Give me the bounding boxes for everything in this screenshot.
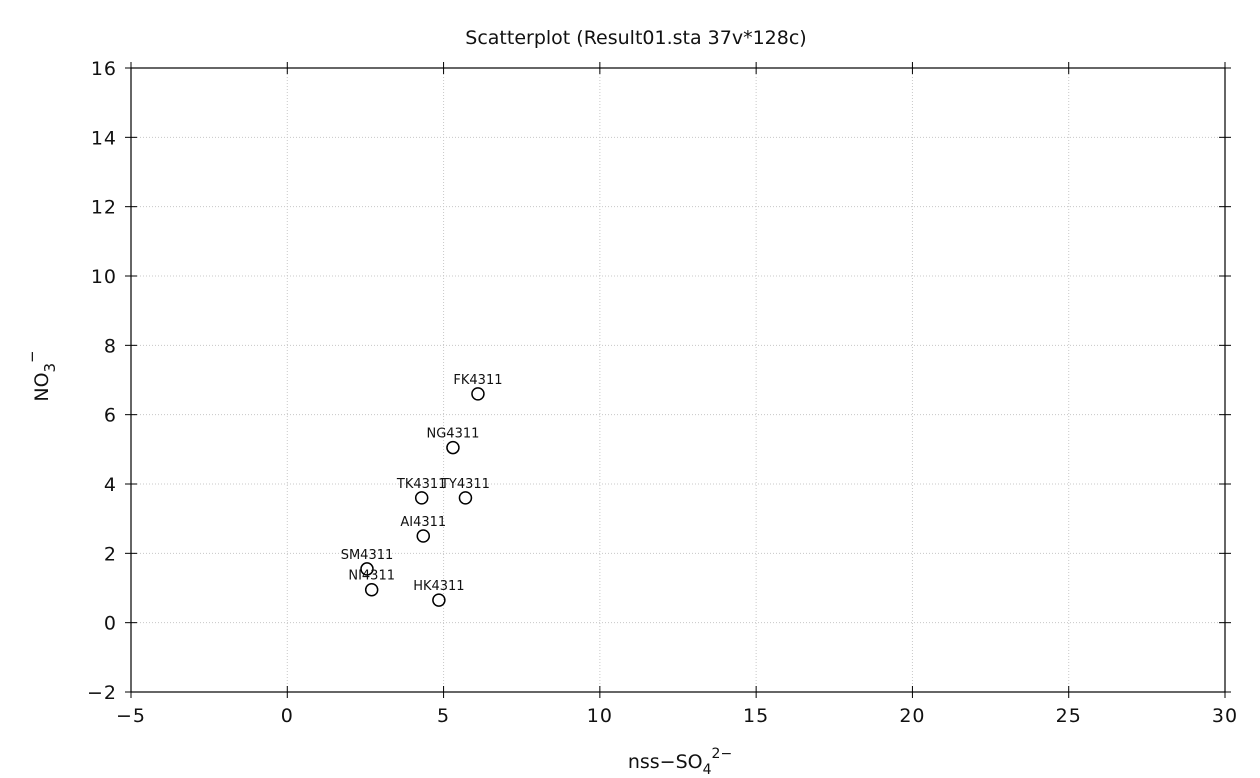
y-tick-label: 2 <box>104 543 117 565</box>
chart-title: Scatterplot (Result01.sta 37v*128c) <box>465 27 806 49</box>
y-tick-label: 14 <box>91 127 117 149</box>
x-tick-label: 20 <box>899 705 925 727</box>
x-tick-label: 30 <box>1212 705 1238 727</box>
x-tick-label: 25 <box>1056 705 1082 727</box>
point <box>432 593 446 607</box>
y-label-sub: 3 <box>41 363 59 373</box>
y-tick-label: 0 <box>104 613 117 635</box>
point <box>458 491 473 505</box>
x-label-base: nss−SO <box>628 751 703 773</box>
point-label: NI4311 <box>348 569 395 584</box>
y-tick-label: 8 <box>104 335 117 357</box>
plot-frame <box>130 67 1226 693</box>
x-tick-label: 5 <box>437 705 450 727</box>
point-label: SM4311 <box>341 548 394 563</box>
point-label: FK4311 <box>453 373 502 388</box>
point-label: AI4311 <box>400 515 446 530</box>
x-label-sub: 4 <box>703 762 712 778</box>
x-tick-label: 0 <box>281 705 294 727</box>
point-label: TK4311 <box>396 477 447 492</box>
plot-area: −5 0 5 10 15 20 25 30 −2 0 2 4 6 8 10 12 14 16 FK4311 NG431… <box>87 58 1238 727</box>
point <box>471 387 485 401</box>
x-label-sup: 2− <box>712 746 733 762</box>
y-tick-label: 4 <box>104 474 117 496</box>
point <box>446 440 460 455</box>
y-label-base: NO <box>31 372 53 401</box>
y-tick-label: −2 <box>87 682 117 704</box>
point <box>360 562 374 576</box>
y-label-sup: − <box>23 350 41 363</box>
point-label: HK4311 <box>413 579 464 594</box>
y-axis-label: NO3− <box>23 350 59 401</box>
x-tick-label: −5 <box>116 705 146 727</box>
y-tick-label: 10 <box>91 266 117 288</box>
x-tick-label: 15 <box>743 705 769 727</box>
point <box>364 582 379 597</box>
x-tick-label: 10 <box>587 705 613 727</box>
y-tick-label: 16 <box>91 58 117 80</box>
point-label: NG4311 <box>427 427 480 442</box>
point <box>416 529 431 543</box>
y-tick-label: 12 <box>91 197 117 219</box>
point-label: TY4311 <box>440 477 490 492</box>
y-tick-label: 6 <box>104 405 117 427</box>
point <box>414 491 429 505</box>
x-axis-label: nss−SO42− <box>628 746 732 778</box>
